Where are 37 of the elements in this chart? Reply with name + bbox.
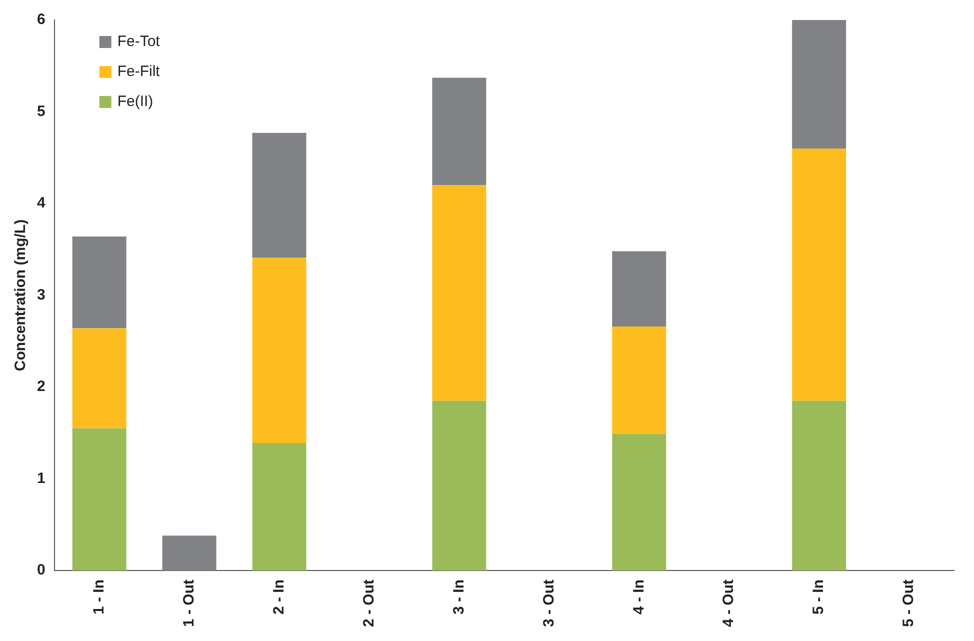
y-tick-label: 1 <box>37 470 46 487</box>
bar <box>72 236 126 328</box>
x-tick-label: 4 - In <box>630 580 648 615</box>
x-tick-label: 4 - Out <box>720 580 738 627</box>
bar <box>792 400 846 571</box>
y-tick-label: 5 <box>37 102 46 120</box>
bar <box>252 132 306 258</box>
x-tick-label: 3 - Out <box>540 580 558 627</box>
y-tick-label: 0 <box>37 562 46 579</box>
x-tick-label: 5 - In <box>810 580 828 615</box>
bar <box>72 428 126 571</box>
bar <box>612 434 666 571</box>
x-tick-label: 1 - Out <box>180 580 198 627</box>
bar <box>612 251 666 326</box>
x-tick-label: 2 - Out <box>360 580 378 627</box>
y-tick-label: 3 <box>37 286 46 304</box>
bar <box>252 258 306 443</box>
legend-label: Fe-Tot <box>117 33 161 50</box>
bar <box>792 148 846 401</box>
bar <box>432 185 486 401</box>
legend-label: Fe-Filt <box>117 63 161 80</box>
y-axis-title: Concentration (mg/L) <box>12 219 30 372</box>
bar <box>792 20 846 148</box>
y-tick-label: 2 <box>37 378 46 396</box>
y-tick-label: 4 <box>37 194 46 212</box>
x-tick-label: 2 - In <box>270 580 288 615</box>
bar <box>72 328 126 428</box>
y-tick-label: 6 <box>37 11 46 28</box>
x-tick-label: 3 - In <box>450 580 468 615</box>
bar <box>252 442 306 571</box>
bar <box>432 78 486 186</box>
x-tick-label: 1 - In <box>90 580 108 615</box>
bar <box>612 326 666 434</box>
legend-label: Fe(II) <box>117 93 154 110</box>
x-tick-label: 5 - Out <box>900 580 918 627</box>
bar <box>432 400 486 571</box>
bar <box>162 536 216 571</box>
